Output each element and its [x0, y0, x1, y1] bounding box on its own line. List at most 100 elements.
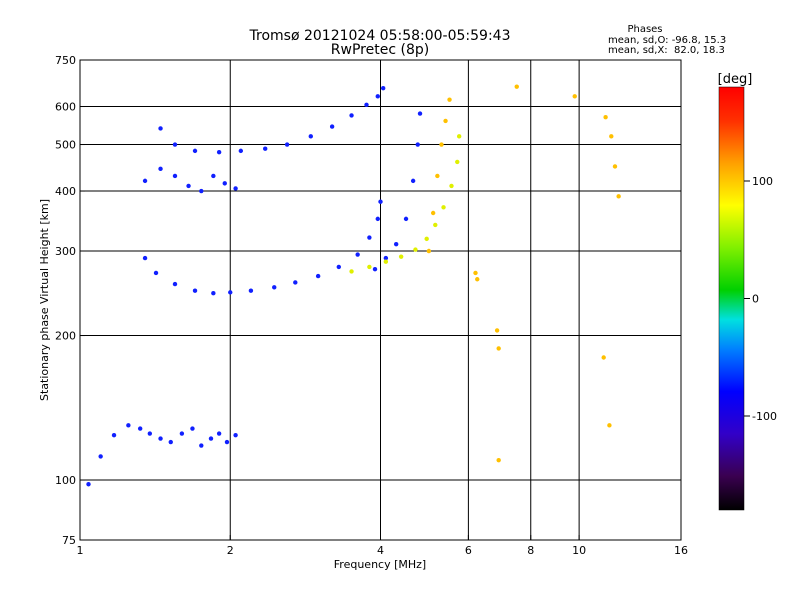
data-point [398, 254, 404, 259]
data-point [238, 148, 244, 154]
data-point [355, 252, 360, 257]
x-tick-label: 8 [527, 544, 534, 557]
data-point [572, 94, 577, 99]
data-point [447, 97, 452, 102]
data-point [179, 431, 185, 436]
data-point [211, 173, 216, 179]
data-point [383, 255, 389, 261]
chart-subtitle: RwPretec (8p) [331, 42, 429, 58]
x-tick-label: 10 [572, 544, 586, 557]
data-point [367, 235, 372, 240]
data-point [349, 113, 354, 118]
data-point [441, 205, 446, 210]
x-tick-label: 16 [674, 544, 688, 557]
data-point [372, 266, 378, 272]
grid-lines [80, 60, 681, 540]
colorbar [718, 86, 745, 511]
data-point [375, 94, 380, 99]
data-point [393, 241, 399, 247]
data-point [496, 346, 501, 351]
data-point [142, 255, 148, 261]
data-point [98, 454, 103, 459]
data-point [329, 124, 335, 129]
stats-line-o: mean, sd,O: -96.8, 15.3 [608, 35, 726, 46]
data-point [224, 439, 230, 445]
data-point [367, 264, 372, 270]
data-point [228, 290, 233, 295]
data-point [158, 126, 163, 131]
data-point [315, 273, 321, 279]
colorbar-tick-label: 0 [752, 293, 759, 306]
x-axis-ticks: 1 2 4 6 8 10 16 [77, 535, 688, 557]
data-point [455, 159, 460, 165]
data-point [216, 149, 222, 155]
stats-header: Phases [627, 24, 662, 35]
data-point [293, 280, 298, 285]
data-point [272, 285, 277, 290]
data-point [211, 291, 216, 296]
data-point [142, 178, 148, 184]
colorbar-tick-label: -100 [752, 410, 777, 423]
data-point [208, 436, 214, 441]
data-point [475, 277, 480, 282]
x-tick-label: 1 [77, 544, 84, 557]
data-point [607, 423, 612, 428]
y-axis-label: Stationary phase Virtual Height [km] [38, 199, 51, 401]
data-point [199, 188, 204, 194]
data-point [514, 84, 519, 89]
data-point [86, 482, 91, 487]
data-point [601, 355, 606, 360]
data-point [199, 443, 204, 448]
data-point [383, 259, 389, 264]
data-point [284, 142, 290, 147]
data-point [430, 210, 436, 216]
data-point [403, 216, 409, 222]
data-point [153, 270, 159, 276]
chart-title: Tromsø 20121024 05:58:00-05:59:43 [249, 28, 511, 44]
data-point [233, 432, 238, 438]
data-point [433, 222, 438, 228]
y-axis-ticks: 75 100 200 300 400 500 600 750 [55, 54, 85, 547]
data-point [417, 111, 423, 116]
data-point [158, 436, 163, 441]
data-point [380, 86, 386, 91]
data-point [603, 115, 608, 120]
colorbar-ticks: 100 0 -100 [744, 175, 777, 423]
data-point [147, 431, 153, 436]
colorbar-label: [deg] [718, 72, 753, 87]
data-point [378, 199, 383, 204]
data-point [172, 281, 178, 287]
x-tick-label: 4 [377, 544, 384, 557]
data-point [494, 328, 500, 333]
data-point [248, 288, 254, 293]
data-point [616, 194, 621, 199]
data-point [172, 173, 178, 179]
x-axis-label: Frequency [MHz] [334, 558, 426, 571]
data-point [216, 431, 222, 436]
data-point [413, 247, 418, 252]
data-point [190, 426, 195, 431]
data-point [308, 134, 313, 139]
data-point [424, 236, 429, 242]
data-point [612, 164, 618, 169]
data-point [375, 216, 380, 222]
data-point [137, 426, 143, 431]
data-point [456, 134, 462, 139]
data-points [86, 84, 621, 487]
x-tick-label: 6 [465, 544, 472, 557]
data-point [415, 142, 420, 147]
y-tick-label: 200 [55, 330, 76, 343]
y-tick-label: 300 [55, 245, 76, 258]
data-point [609, 134, 614, 139]
data-point [449, 183, 454, 189]
y-tick-label: 600 [55, 101, 76, 114]
data-point [439, 142, 444, 147]
x-tick-label: 2 [227, 544, 234, 557]
data-point [192, 148, 198, 154]
stats-line-x: mean, sd,X: 82.0, 18.3 [608, 45, 725, 56]
data-point [364, 102, 369, 107]
data-point [172, 142, 178, 147]
data-point [443, 118, 448, 124]
data-point [263, 146, 268, 151]
